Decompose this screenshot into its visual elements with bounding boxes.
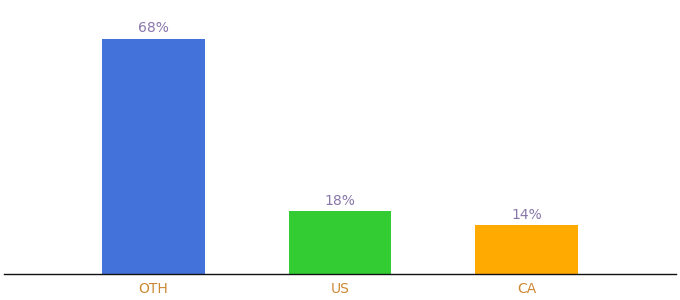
Text: 68%: 68% xyxy=(138,21,169,35)
Text: 14%: 14% xyxy=(511,208,542,222)
Bar xyxy=(102,39,205,274)
Bar xyxy=(475,225,578,274)
Text: 18%: 18% xyxy=(324,194,356,208)
Bar xyxy=(289,211,391,274)
